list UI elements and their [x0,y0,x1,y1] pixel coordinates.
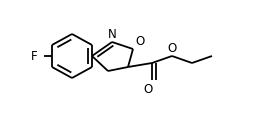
Text: N: N [108,28,116,41]
Text: O: O [143,82,153,95]
Text: F: F [30,50,37,63]
Text: O: O [135,35,144,48]
Text: O: O [167,42,177,54]
